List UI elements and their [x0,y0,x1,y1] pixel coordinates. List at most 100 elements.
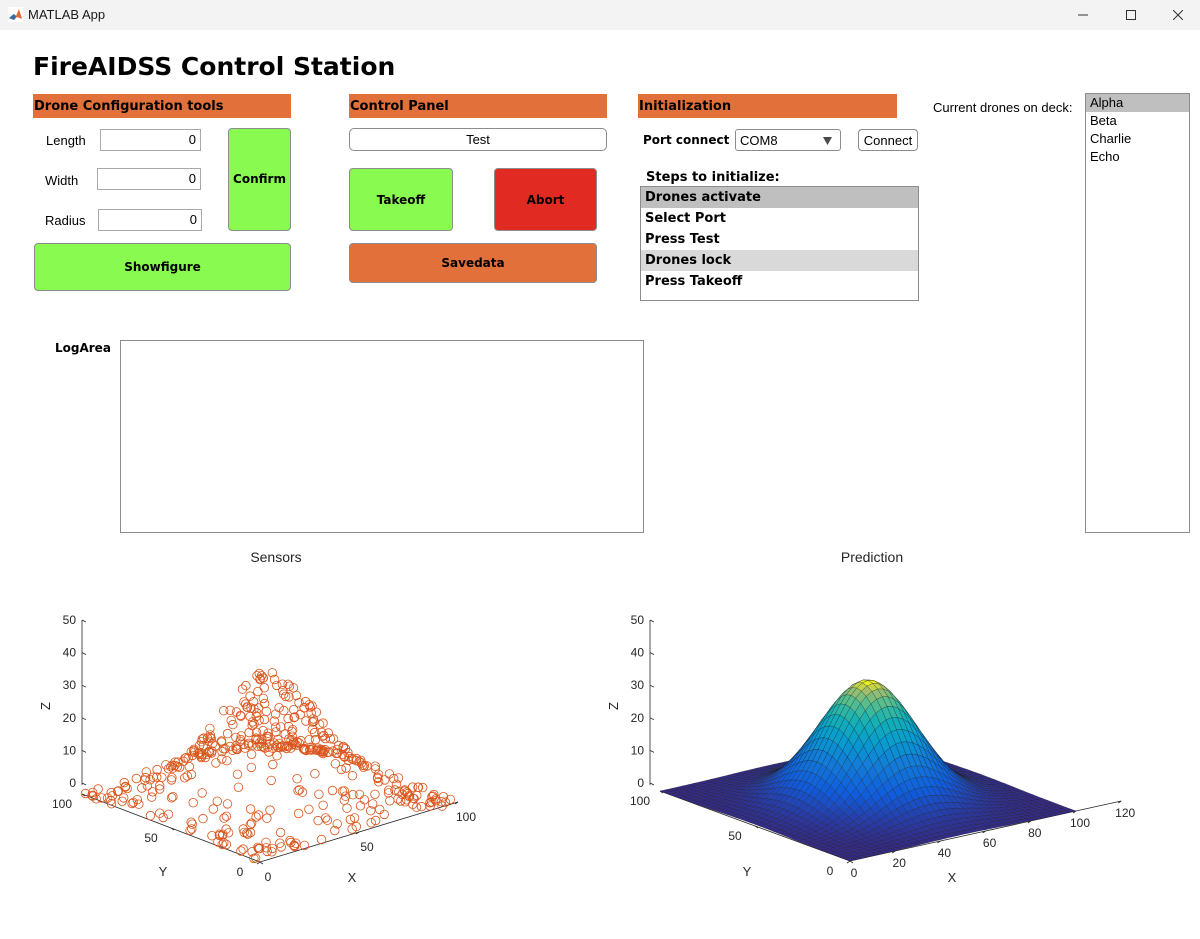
scatter-point [202,733,213,743]
port-selected-value: COM8 [740,133,778,148]
port-dropdown[interactable]: COM8 [735,129,841,151]
scatter-point [235,734,246,745]
scatter-point [288,736,299,746]
z-tick-label: 50 [63,613,77,627]
takeoff-button[interactable]: Takeoff [349,168,453,231]
scatter-point [294,697,304,708]
scatter-point [221,811,232,822]
showfigure-button[interactable]: Showfigure [34,243,291,291]
y-tick [170,827,175,831]
test-button[interactable]: Test [349,128,607,151]
y-tick [659,790,664,794]
savedata-button[interactable]: Savedata [349,243,597,283]
minimize-button[interactable] [1060,0,1106,30]
list-item[interactable]: Beta [1090,113,1117,128]
scatter-point [379,809,389,820]
z-tick [649,750,655,753]
drones-list[interactable]: Alpha Beta Charlie Echo [1085,93,1190,533]
list-item[interactable]: Charlie [1090,131,1132,146]
scatter-point [445,794,456,805]
list-item[interactable]: Press Takeoff [645,274,743,289]
scatter-point [297,787,308,797]
z-tick [649,684,655,688]
scatter-point [119,777,130,788]
scatter-point [438,792,449,802]
scatter-point [245,691,255,701]
scatter-point [259,714,270,725]
scatter-point [366,818,376,828]
scatter-point [283,713,293,724]
scatter-point [168,763,178,773]
list-item[interactable]: Drones activate [641,187,918,208]
scatter-point [262,813,272,823]
y-tick [754,825,759,829]
scatter-point [197,788,207,798]
minimize-icon [1078,14,1088,16]
scatter-point [370,764,381,774]
scatter-point [301,716,311,726]
maximize-button[interactable] [1108,0,1154,30]
scatter-point [197,734,207,744]
scatter-point [232,769,243,780]
scatter-point [344,751,354,762]
sensors-chart[interactable]: Sensors 0 10 20 30 40 50 Z 0 50 100 X 0 50 100 Y [0,540,600,939]
x-tick-label: 20 [893,856,907,870]
list-item[interactable]: Select Port [645,211,726,226]
x-tick [891,850,896,854]
scatter-point [243,829,253,840]
x-tick [1117,800,1122,804]
scatter-point [147,787,158,797]
scatter-point [236,846,246,856]
scatter-point [396,796,406,806]
scatter-point [400,797,411,807]
list-item[interactable]: Alpha [1086,94,1189,112]
y-tick [259,861,264,865]
scatter-point [336,764,347,775]
initialization-header: Initialization [638,94,897,118]
z-tick-label: 30 [631,678,645,692]
x-tick [256,861,261,865]
steps-list[interactable]: Drones activate Select Port Press Test D… [640,186,919,301]
scatter-point [214,830,225,841]
scatter-point [163,764,174,774]
scatter-point [253,734,263,745]
radius-field[interactable]: 0 [98,209,202,231]
abort-button[interactable]: Abort [494,168,597,231]
length-field[interactable]: 0 [100,129,201,151]
scatter-point [170,760,180,771]
scatter-point [328,746,338,756]
scatter-point [252,708,262,718]
z-tick [81,684,87,688]
list-item[interactable]: Drones lock [641,250,918,271]
scatter-point [283,679,293,690]
list-item[interactable]: Echo [1090,149,1120,164]
close-button[interactable] [1155,0,1200,30]
connect-button[interactable]: Connect [858,129,918,151]
list-item[interactable]: Press Test [645,232,720,247]
window-title: MATLAB App [28,7,106,22]
scatter-point [198,813,208,824]
scatter-point [225,705,235,716]
scatter-point [345,814,356,825]
scatter-point [212,796,223,807]
scatter-point [300,696,311,707]
scatter-point [223,828,234,838]
scatter-point [320,733,330,744]
scatter-point [199,733,209,743]
scatter-point [323,728,334,738]
scatter-point [80,788,91,799]
z-tick-label: 40 [631,646,645,660]
scatter-point [246,818,257,828]
confirm-button[interactable]: Confirm [228,128,291,231]
scatter-point [257,734,267,745]
x-tick-label: 0 [851,866,858,880]
log-textarea[interactable] [120,340,644,533]
width-field[interactable]: 0 [97,168,201,190]
scatter-point [288,683,299,693]
x-tick [982,830,986,834]
scatter-point [187,824,197,834]
scatter-point [267,847,277,857]
prediction-chart[interactable]: Prediction 0 10 20 30 40 50 Z 0 20 40 60 80 100 120 X 0 5… [600,540,1200,939]
scatter-point [375,804,385,815]
y-axis-label: Y [159,864,168,879]
